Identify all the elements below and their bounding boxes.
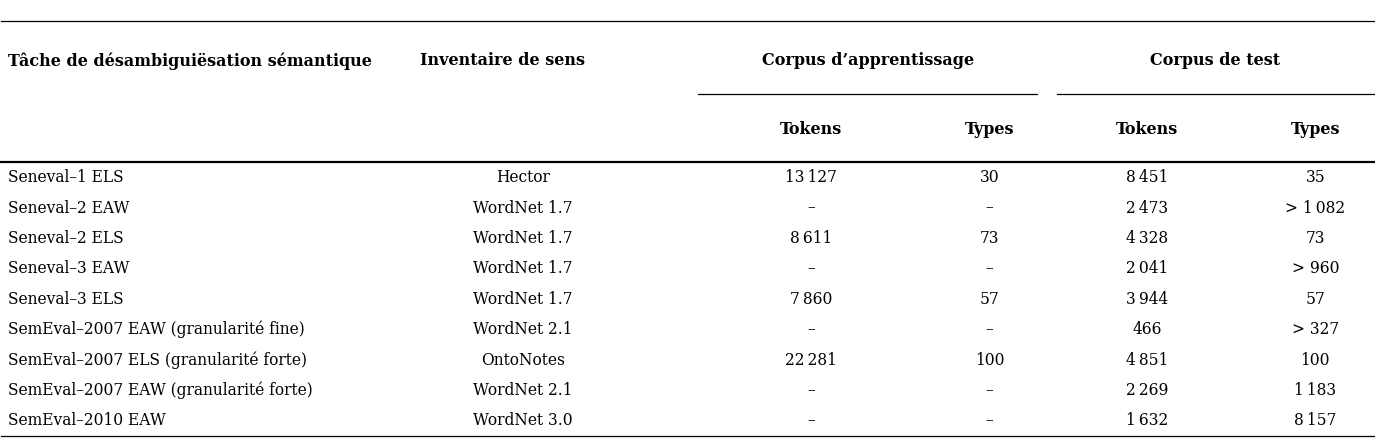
Text: 3 944: 3 944 [1126, 291, 1169, 308]
Text: WordNet 1.7: WordNet 1.7 [473, 199, 572, 217]
Text: Corpus d’apprentissage: Corpus d’apprentissage [762, 52, 974, 69]
Text: 30: 30 [979, 169, 1000, 186]
Text: –: – [986, 321, 993, 338]
Text: 8 157: 8 157 [1294, 412, 1336, 429]
Text: Tokens: Tokens [780, 121, 842, 138]
Text: SemEval–2007 EAW (granularité forte): SemEval–2007 EAW (granularité forte) [8, 382, 314, 399]
Text: 73: 73 [1305, 230, 1326, 247]
Text: –: – [807, 199, 815, 217]
Text: 57: 57 [1305, 291, 1326, 308]
Text: 466: 466 [1133, 321, 1162, 338]
Text: –: – [807, 382, 815, 399]
Text: Types: Types [965, 121, 1015, 138]
Text: Hector: Hector [496, 169, 550, 186]
Text: SemEval–2007 EAW (granularité fine): SemEval–2007 EAW (granularité fine) [8, 321, 305, 338]
Text: Seneval–2 EAW: Seneval–2 EAW [8, 199, 129, 217]
Text: 100: 100 [1301, 352, 1330, 369]
Text: WordNet 3.0: WordNet 3.0 [473, 412, 572, 429]
Text: > 327: > 327 [1291, 321, 1339, 338]
Text: OntoNotes: OntoNotes [481, 352, 565, 369]
Text: 2 041: 2 041 [1126, 260, 1169, 278]
Text: 1 183: 1 183 [1294, 382, 1336, 399]
Text: Tâche de désambiguiësation sémantique: Tâche de désambiguiësation sémantique [8, 52, 373, 70]
Text: WordNet 2.1: WordNet 2.1 [473, 321, 572, 338]
Text: Inventaire de sens: Inventaire de sens [419, 52, 584, 69]
Text: Seneval–1 ELS: Seneval–1 ELS [8, 169, 124, 186]
Text: 2 269: 2 269 [1126, 382, 1169, 399]
Text: WordNet 1.7: WordNet 1.7 [473, 291, 572, 308]
Text: > 960: > 960 [1291, 260, 1339, 278]
Text: 73: 73 [979, 230, 1000, 247]
Text: WordNet 1.7: WordNet 1.7 [473, 230, 572, 247]
Text: 100: 100 [975, 352, 1004, 369]
Text: –: – [807, 412, 815, 429]
Text: –: – [807, 260, 815, 278]
Text: 8 611: 8 611 [789, 230, 832, 247]
Text: 35: 35 [1305, 169, 1326, 186]
Text: 2 473: 2 473 [1126, 199, 1169, 217]
Text: 4 328: 4 328 [1126, 230, 1169, 247]
Text: –: – [986, 199, 993, 217]
Text: 1 632: 1 632 [1126, 412, 1169, 429]
Text: > 1 082: > 1 082 [1286, 199, 1345, 217]
Text: Seneval–3 EAW: Seneval–3 EAW [8, 260, 129, 278]
Text: WordNet 2.1: WordNet 2.1 [473, 382, 572, 399]
Text: SemEval–2007 ELS (granularité forte): SemEval–2007 ELS (granularité forte) [8, 351, 307, 369]
Text: Seneval–3 ELS: Seneval–3 ELS [8, 291, 124, 308]
Text: –: – [986, 412, 993, 429]
Text: 4 851: 4 851 [1126, 352, 1169, 369]
Text: –: – [807, 321, 815, 338]
Text: –: – [986, 382, 993, 399]
Text: Seneval–2 ELS: Seneval–2 ELS [8, 230, 124, 247]
Text: Tokens: Tokens [1116, 121, 1178, 138]
Text: 13 127: 13 127 [785, 169, 837, 186]
Text: 7 860: 7 860 [789, 291, 832, 308]
Text: SemEval–2010 EAW: SemEval–2010 EAW [8, 412, 166, 429]
Text: Corpus de test: Corpus de test [1150, 52, 1280, 69]
Text: WordNet 1.7: WordNet 1.7 [473, 260, 572, 278]
Text: 57: 57 [979, 291, 1000, 308]
Text: 8 451: 8 451 [1126, 169, 1169, 186]
Text: Types: Types [1291, 121, 1341, 138]
Text: –: – [986, 260, 993, 278]
Text: 22 281: 22 281 [785, 352, 837, 369]
